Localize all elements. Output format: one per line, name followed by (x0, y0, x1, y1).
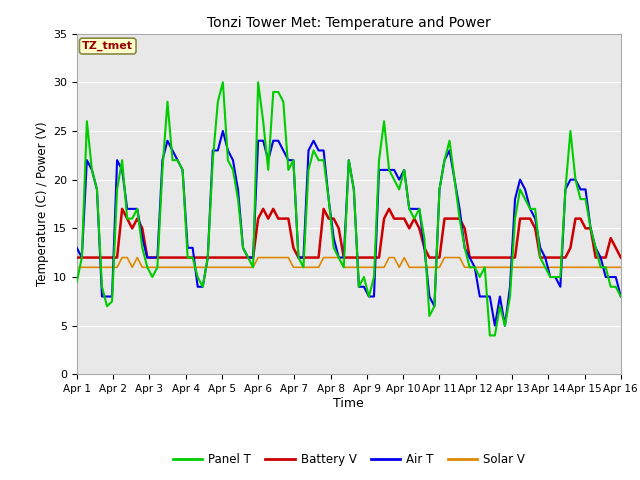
Y-axis label: Temperature (C) / Power (V): Temperature (C) / Power (V) (36, 122, 49, 286)
Text: TZ_tmet: TZ_tmet (82, 41, 133, 51)
X-axis label: Time: Time (333, 397, 364, 410)
Legend: Panel T, Battery V, Air T, Solar V: Panel T, Battery V, Air T, Solar V (168, 448, 530, 471)
Title: Tonzi Tower Met: Temperature and Power: Tonzi Tower Met: Temperature and Power (207, 16, 491, 30)
